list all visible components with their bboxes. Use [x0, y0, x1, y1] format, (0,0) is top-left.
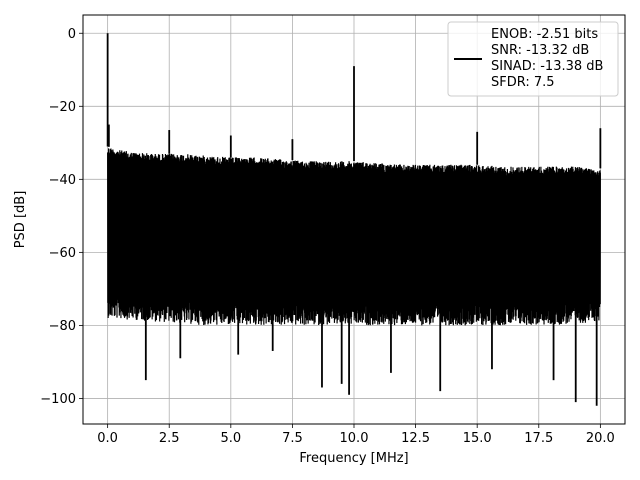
psd-trace: [107, 148, 601, 326]
x-tick-label: 2.5: [159, 431, 180, 446]
x-tick-label: 0.0: [97, 431, 118, 446]
x-tick-label: 5.0: [220, 431, 241, 446]
x-axis-ticks: 0.0 2.5 5.0 7.5 10.0 12.5 15.0 17.5 20.0: [97, 424, 615, 446]
psd-series: [106, 33, 602, 406]
x-tick-label: 7.5: [282, 431, 303, 446]
x-tick-label: 20.0: [586, 431, 615, 446]
legend-entry-sfdr: SFDR: 7.5: [491, 75, 555, 90]
x-tick-label: 12.5: [401, 431, 430, 446]
legend-box: [447, 21, 619, 97]
y-tick-label: −40: [49, 173, 76, 188]
y-tick-label: −100: [40, 392, 76, 407]
y-axis-ticks: 0 −20 −40 −60 −80 −100: [40, 27, 83, 407]
x-tick-label: 17.5: [524, 431, 553, 446]
y-axis-label: PSD [dB]: [13, 191, 28, 249]
y-tick-label: −20: [49, 100, 76, 115]
legend: ENOB: -2.51 bits SNR: -13.32 dB SINAD: -…: [447, 21, 619, 97]
y-tick-label: 0: [68, 27, 76, 42]
y-tick-label: −80: [49, 319, 76, 334]
y-tick-label: −60: [49, 246, 76, 261]
x-tick-label: 15.0: [463, 431, 492, 446]
legend-entry-snr: SNR: -13.32 dB: [491, 43, 589, 58]
x-axis-label: Frequency [MHz]: [299, 451, 408, 466]
x-tick-label: 10.0: [340, 431, 369, 446]
legend-entry-sinad: SINAD: -13.38 dB: [491, 59, 603, 74]
legend-entry-enob: ENOB: -2.51 bits: [491, 27, 598, 42]
